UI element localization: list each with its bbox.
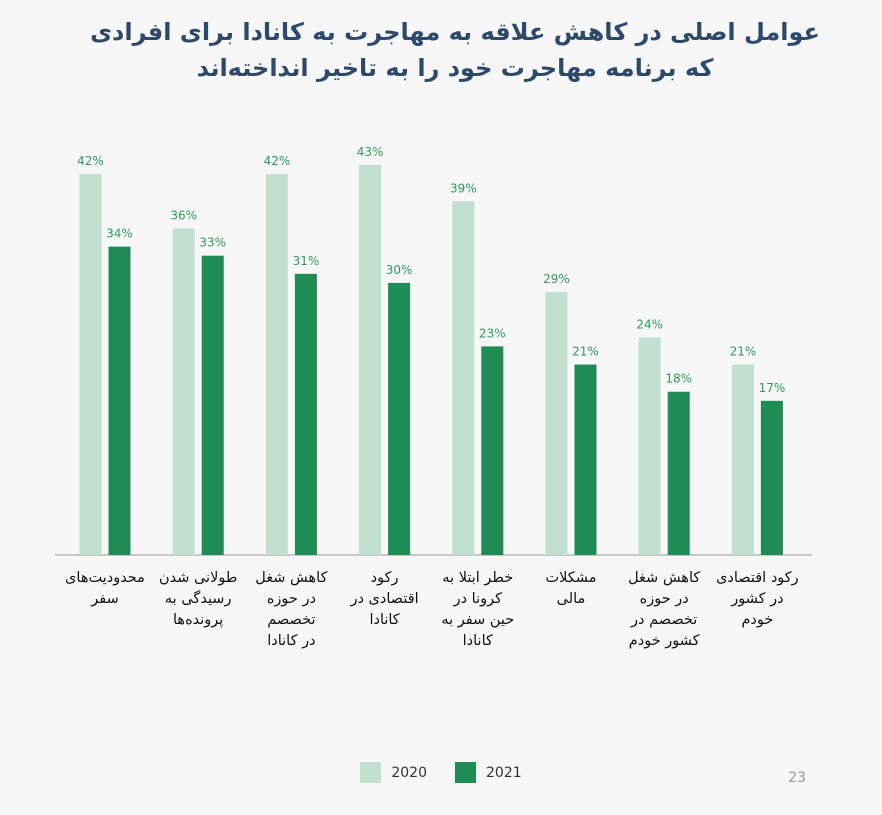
legend-item-2021: 2021	[455, 762, 522, 783]
data-label-2021-1: 34%	[106, 227, 133, 241]
data-label-2021-2: 33%	[199, 236, 226, 250]
x-tick-label-line: رسیدگی به	[164, 591, 232, 607]
bar-2021-5	[481, 346, 504, 555]
legend-item-2020: 2020	[360, 762, 427, 783]
x-tick-label-line: کشور خودم	[628, 633, 700, 649]
chart-title-line: عوامل اصلی در کاهش علاقه به مهاجرت به کا…	[90, 18, 820, 46]
bar-2020-6	[545, 291, 568, 555]
data-label-2021-5: 23%	[479, 326, 506, 340]
bar-2021-1	[108, 246, 131, 555]
chart-title-line: که برنامه مهاجرت خود را به تاخیر انداخته…	[196, 54, 714, 82]
bar-2020-5	[452, 201, 475, 555]
x-tick-label-line: مالی	[556, 591, 586, 607]
x-tick-label-line: تخصصم	[267, 612, 316, 628]
page-number: 23	[788, 770, 806, 786]
data-label-2021-8: 17%	[759, 381, 786, 395]
x-tick-label-5: خطر ابتلا به کرونا در حین سفر به کانادا	[432, 568, 524, 652]
data-label-2021-7: 18%	[665, 372, 692, 386]
x-tick-label-line: طولانی شدن	[158, 570, 238, 586]
bar-2020-7	[638, 337, 661, 555]
x-tick-label-line: در کانادا	[267, 633, 316, 649]
data-label-2020-8: 21%	[730, 345, 757, 359]
data-label-2021-4: 30%	[386, 263, 413, 277]
x-tick-label-line: کاهش شغل	[628, 570, 701, 586]
bar-2020-8	[731, 364, 754, 555]
x-tick-label-1: محدودیت‌های سفر	[59, 568, 151, 610]
x-tick-label-2: طولانی شدن رسیدگی به پرونده‌ها	[152, 568, 244, 631]
legend-label-2020: 2020	[391, 764, 427, 781]
x-tick-label-line: کاهش شغل	[255, 570, 328, 586]
bar-2020-4	[359, 164, 382, 556]
x-tick-label-line: پرونده‌ها	[173, 612, 224, 628]
x-tick-label-line: سفر	[91, 591, 119, 607]
x-tick-label-line: خطر ابتلا به	[442, 570, 514, 586]
bar-2021-8	[760, 400, 783, 555]
bar-2020-3	[265, 174, 288, 555]
data-label-2020-3: 42%	[264, 154, 291, 168]
data-label-2020-4: 43%	[357, 145, 384, 159]
data-label-2021-6: 21%	[572, 345, 599, 359]
x-tick-label-line: کرونا در	[453, 591, 503, 607]
x-tick-label-line: کانادا	[369, 612, 400, 628]
data-label-2020-1: 42%	[77, 154, 104, 168]
bar-2021-2	[201, 255, 224, 555]
x-tick-label-line: مشکلات	[545, 570, 597, 586]
data-label-2020-7: 24%	[636, 317, 663, 331]
x-tick-label-3: کاهش شغل در حوزه تخصصم در کانادا	[245, 568, 337, 652]
legend-label-2021: 2021	[486, 764, 522, 781]
x-tick-label-line: محدودیت‌های	[65, 570, 145, 586]
bar-2021-3	[294, 273, 317, 555]
x-tick-label-8: رکود اقتصادی در کشور خودم	[711, 568, 803, 631]
data-label-2020-6: 29%	[543, 272, 570, 286]
bar-2021-6	[574, 364, 597, 555]
legend-swatch-2020	[360, 762, 382, 783]
data-label-2021-3: 31%	[293, 254, 320, 268]
legend: 2020 2021	[0, 762, 882, 783]
x-tick-label-line: حین سفر به	[441, 612, 515, 628]
x-tick-label-line: تخصصم در	[631, 612, 698, 628]
bar-2021-7	[667, 391, 690, 555]
bar-2021-4	[388, 282, 411, 555]
x-tick-label-line: در کشور	[731, 591, 784, 607]
legend-swatch-2021	[455, 762, 476, 783]
x-tick-label-line: رکود اقتصادی	[716, 570, 799, 586]
x-tick-label-line: رکود	[370, 570, 399, 586]
x-tick-label-4: رکود اقتصادی در کانادا	[339, 568, 431, 631]
chart-title: عوامل اصلی در کاهش علاقه به مهاجرت به کا…	[60, 14, 850, 86]
data-label-2020-2: 36%	[170, 208, 197, 222]
x-tick-label-7: کاهش شغل در حوزه تخصصم در کشور خودم	[618, 568, 710, 652]
x-tick-label-line: در حوزه	[639, 591, 689, 607]
bar-2020-2	[172, 228, 195, 556]
data-label-2020-5: 39%	[450, 181, 477, 195]
bar-2020-1	[79, 174, 102, 555]
x-tick-label-line: خودم	[741, 612, 774, 628]
x-tick-label-line: اقتصادی در	[350, 591, 419, 607]
x-tick-label-6: مشکلات مالی	[525, 568, 617, 610]
x-tick-label-line: در حوزه	[266, 591, 316, 607]
x-tick-label-line: کانادا	[462, 633, 493, 649]
